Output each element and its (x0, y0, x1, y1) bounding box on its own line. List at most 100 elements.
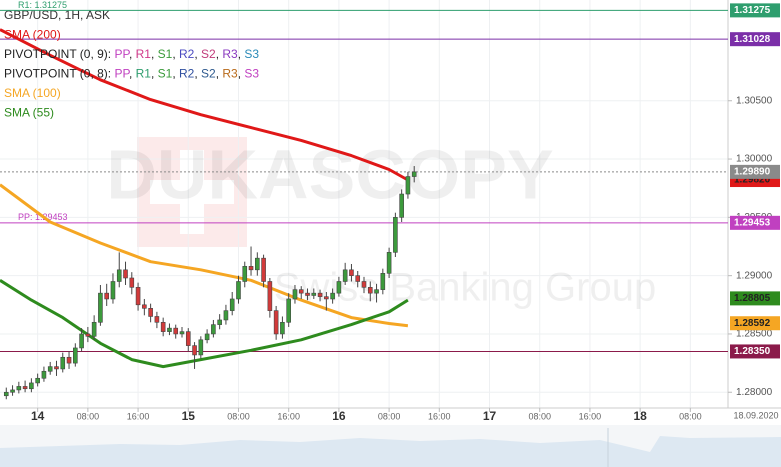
price-box-label: 1.29820 (734, 175, 771, 186)
candle-body (324, 296, 329, 300)
watermark-tagline: Swiss Banking Group (274, 266, 656, 310)
legend-part: S1 (158, 47, 173, 61)
candle-body (311, 292, 317, 296)
candle-body (236, 281, 241, 300)
candle-body (192, 345, 197, 356)
candle-body (374, 289, 379, 294)
candle-body (135, 287, 141, 306)
candle-body (336, 281, 342, 294)
candle-body (123, 269, 128, 279)
legend-part: PIVOTPOINT (0, 9): (4, 47, 114, 61)
candle-body (35, 377, 40, 384)
price-box-label: 1.29890 (734, 167, 771, 178)
legend-part: , (194, 67, 201, 81)
watermark-cross (180, 150, 204, 234)
candle-body (342, 269, 348, 282)
x-tick-label: 08:00 (227, 411, 250, 421)
legend-part: PP (114, 67, 130, 81)
legend-part: , (238, 47, 245, 61)
y-tick-label: 1.28500 (736, 329, 773, 340)
price-box (730, 291, 780, 306)
legend-part: R3 (222, 47, 238, 61)
candle-body (85, 333, 91, 337)
candle-body (198, 339, 204, 356)
candle-body (255, 257, 260, 271)
legend-part: , (151, 47, 158, 61)
x-tick-label: 14 (31, 409, 45, 423)
candle-body (411, 171, 417, 177)
x-tick-label: 16:00 (127, 411, 150, 421)
y-tick-label: 1.30500 (736, 95, 773, 106)
x-tick-label: 08:00 (378, 411, 401, 421)
candle-body (286, 298, 291, 323)
candle-body (292, 289, 298, 300)
sma-line (0, 28, 409, 182)
x-tick-label: 15 (182, 409, 196, 423)
legend-part: R2 (179, 47, 195, 61)
price-box-label: 1.28350 (734, 346, 771, 357)
price-box-label: 1.31275 (734, 5, 771, 16)
y-tick-label: 1.30000 (736, 154, 773, 165)
candle-body (29, 382, 34, 390)
candle-body (217, 319, 222, 325)
legend-part: S2 (201, 67, 216, 81)
candle-body (393, 217, 398, 253)
navigator (0, 425, 781, 467)
candle-body (211, 324, 216, 335)
candle-body (54, 366, 59, 370)
sma-line (0, 183, 409, 328)
x-tick-label: 16 (332, 409, 346, 423)
x-tick-label: 16:00 (579, 411, 602, 421)
sma-line (0, 279, 409, 369)
legend-part: PP (114, 47, 130, 61)
price-box (730, 316, 780, 331)
legend-entry: SMA (200) (4, 28, 61, 42)
candle-body (273, 310, 279, 335)
date-label: 18.09.2020 (733, 410, 778, 420)
candle-body (47, 366, 53, 372)
legend-entry: PIVOTPOINT (0, 9): PP, R1, S1, R2, S2, R… (4, 47, 259, 61)
candle-body (104, 292, 109, 300)
legend-part: , (172, 67, 179, 81)
candle-body (305, 292, 310, 296)
candle-body (317, 292, 323, 297)
legend-title: GBP/USD, 1H, ASK (4, 8, 110, 22)
legend-part: , (238, 67, 245, 81)
watermark-brand: DUKASCOPY (106, 135, 553, 213)
candle-body (22, 386, 28, 390)
candle-body (73, 347, 78, 364)
candle-body (66, 356, 72, 364)
candle-body (41, 370, 47, 379)
candle-body (405, 176, 411, 195)
price-box (730, 3, 780, 18)
candle-body (330, 292, 335, 300)
candle-body (110, 281, 116, 300)
navigator-area (0, 436, 781, 467)
legend-part: R2 (179, 67, 195, 81)
candle-body (167, 327, 172, 332)
watermark-box (137, 137, 247, 247)
candle-body (367, 287, 373, 294)
candle-body (116, 269, 122, 282)
watermark-logo (137, 137, 247, 247)
legend-part: R1 (136, 67, 152, 81)
candle-body (148, 308, 153, 317)
legend-entry: PIVOTPOINT (0, 8): PP, R1, S1, R2, S2, R… (4, 67, 259, 81)
candle-body (399, 193, 404, 218)
candle-body (173, 327, 179, 335)
candle-body (154, 316, 160, 323)
candle-body (280, 321, 285, 335)
candle-body (179, 331, 185, 335)
price-box (730, 215, 780, 230)
x-tick-label: 17 (483, 409, 497, 423)
candle-body (361, 281, 367, 288)
candle-body (91, 321, 97, 337)
price-box (730, 344, 780, 359)
candle-body (129, 277, 135, 288)
candle-body (185, 331, 191, 346)
watermark-cross (150, 180, 234, 204)
candle-body (98, 292, 103, 323)
candle-body (380, 273, 386, 290)
